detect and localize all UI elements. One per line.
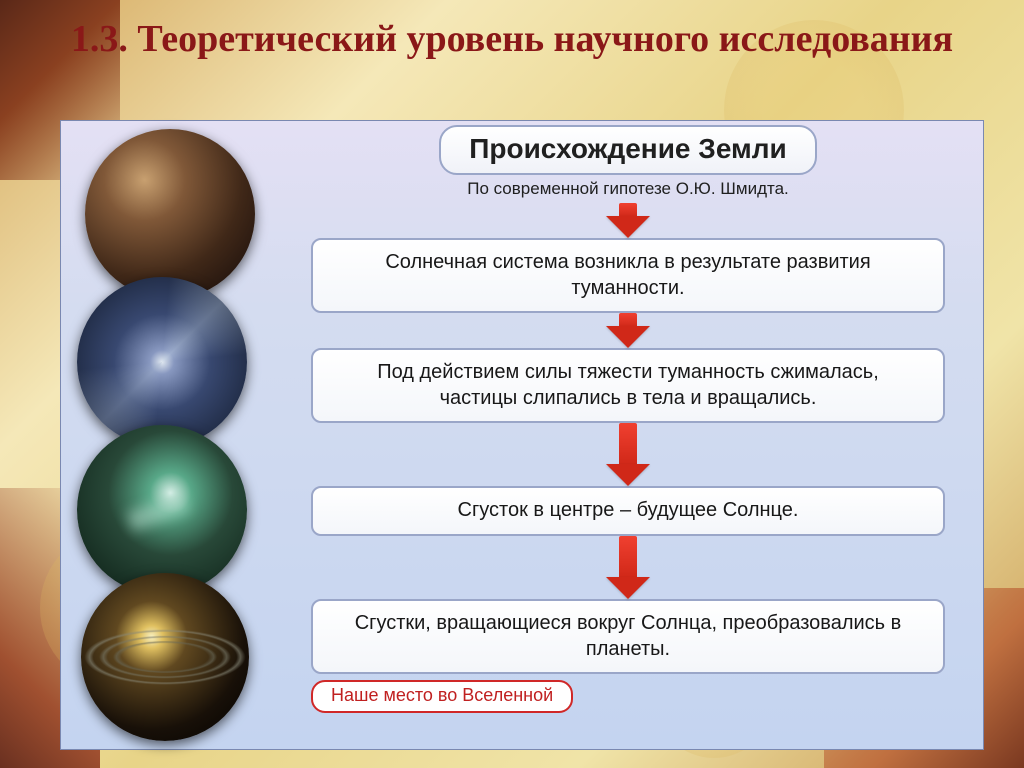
illustration-solar-system (81, 573, 249, 741)
content-frame: Происхождение Земли По современной гипот… (60, 120, 984, 750)
flow-box-1: Солнечная система возникла в результате … (311, 238, 945, 313)
flow-box-2: Под действием силы тяжести туманность сж… (311, 348, 945, 423)
illustration-galaxy-green (77, 425, 247, 595)
slide-title: 1.3. Теоретический уровень научного иссл… (0, 0, 1024, 72)
caption-subtitle: По современной гипотезе О.Ю. Шмидта. (467, 179, 789, 199)
caption-box: Происхождение Земли (439, 125, 817, 175)
illustration-nebula (85, 129, 255, 299)
arrow-down-icon (606, 423, 650, 486)
image-column (67, 129, 277, 739)
footer-link[interactable]: Наше место во Вселенной (311, 680, 573, 713)
arrow-down-icon (606, 313, 650, 348)
flow-box-4: Сгустки, вращающиеся вокруг Солнца, прео… (311, 599, 945, 674)
flowchart-column: Происхождение Земли По современной гипот… (291, 125, 965, 743)
illustration-galaxy-blue (77, 277, 247, 447)
flow-box-3: Сгусток в центре – будущее Солнце. (311, 486, 945, 536)
caption-title: Происхождение Земли (469, 133, 787, 165)
arrow-down-icon (606, 203, 650, 238)
arrow-down-icon (606, 536, 650, 599)
